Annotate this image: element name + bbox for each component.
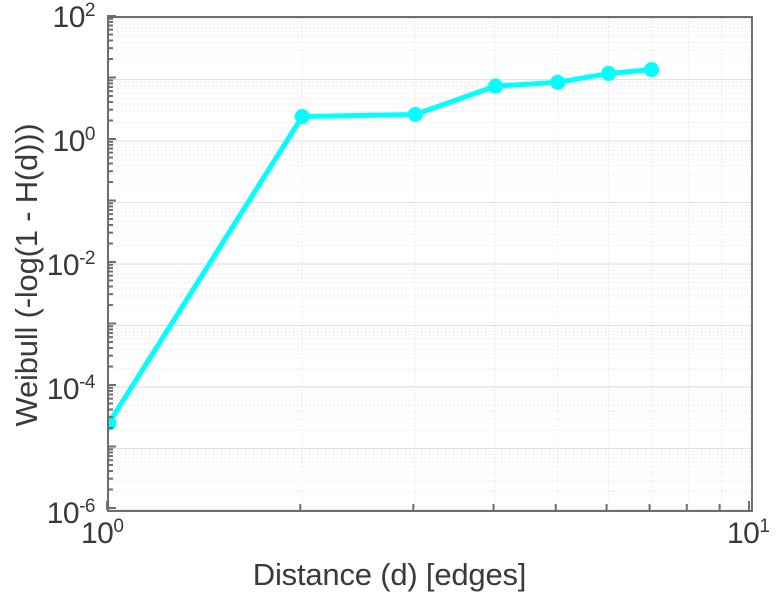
y-tick-mantissa: 10	[52, 125, 86, 158]
y-axis-title-wrapper: Weibull (-log(1 - H(d)))	[9, 15, 45, 535]
y-tick-exponent: -2	[79, 248, 95, 269]
y-tick-mantissa: 10	[46, 249, 80, 282]
y-tick-exponent: 0	[84, 124, 96, 145]
y-axis-title: Weibull (-log(1 - H(d)))	[9, 123, 44, 427]
grid-layer	[109, 18, 751, 510]
y-tick-label-1e-4: 10-4	[46, 372, 96, 407]
x-axis-title: Distance (d) [edges]	[252, 557, 527, 592]
y-tick-label-1e2: 102	[52, 0, 96, 35]
y-tick-exponent: -4	[79, 372, 95, 393]
x-tick-label-1e0: 100	[81, 516, 124, 551]
y-tick-exponent: 2	[84, 0, 96, 21]
x-tick-exponent: 1	[759, 516, 770, 537]
x-tick-exponent: 0	[113, 516, 124, 537]
plot-area	[107, 16, 753, 512]
y-tick-label-1e-2: 10-2	[46, 248, 96, 283]
x-tick-label-1e1: 101	[727, 516, 770, 551]
y-tick-mantissa: 10	[46, 373, 80, 406]
y-tick-label-1e-6: 10-6	[46, 496, 96, 531]
y-tick-mantissa: 10	[46, 497, 80, 530]
y-tick-label-1e0: 100	[52, 124, 96, 159]
x-tick-mantissa: 10	[81, 517, 114, 550]
y-tick-mantissa: 10	[52, 1, 86, 34]
y-tick-exponent: -6	[79, 496, 95, 517]
data-series-layer	[109, 62, 660, 431]
x-tick-mantissa: 10	[727, 517, 760, 550]
